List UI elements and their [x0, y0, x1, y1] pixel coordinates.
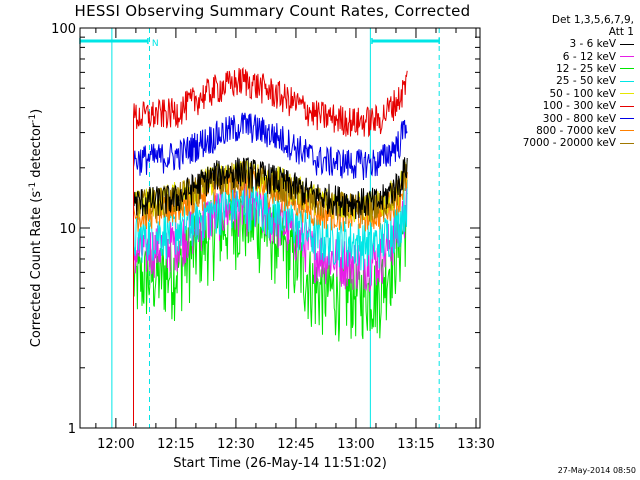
x-axis-label: Start Time (26-May-14 11:51:02): [173, 456, 387, 471]
generation-date: 27-May-2014 08:50: [557, 466, 636, 475]
legend-item-swatch: [620, 142, 634, 144]
series-line: [133, 66, 408, 426]
x-tick-label: 13:00: [337, 437, 374, 452]
legend-header-line-2: Att 1: [608, 26, 634, 38]
x-tick-label: 13:30: [457, 437, 494, 452]
legend-item-swatch: [620, 105, 634, 107]
legend-item-swatch: [620, 130, 634, 132]
y-axis-label: Corrected Count Rate (s-1 detector-1): [28, 109, 44, 347]
x-tick-label: 12:45: [277, 437, 314, 452]
flag-bar-label: N: [152, 39, 159, 49]
legend-item-swatch: [620, 80, 634, 82]
legend: Det 1,3,5,6,7,9, Att 1 3 - 6 keV 6 - 12 k…: [478, 14, 636, 150]
legend-item: 50 - 100 keV: [478, 88, 636, 100]
y-tick-label: 10: [59, 222, 76, 237]
legend-item-label: 800 - 7000 keV: [536, 124, 616, 137]
legend-item-swatch: [620, 93, 634, 95]
legend-item: 12 - 25 keV: [478, 63, 636, 75]
legend-item-label: 25 - 50 keV: [556, 75, 616, 88]
x-tick-label: 12:15: [157, 437, 194, 452]
x-tick-label: 12:00: [97, 437, 134, 452]
legend-item-swatch: [620, 43, 634, 45]
legend-item: 7000 - 20000 keV: [478, 137, 636, 149]
legend-item-label: 3 - 6 keV: [569, 38, 616, 51]
legend-item-label: 7000 - 20000 keV: [522, 137, 616, 150]
legend-item-swatch: [620, 56, 634, 58]
legend-item-label: 6 - 12 keV: [562, 50, 616, 63]
legend-item: 25 - 50 keV: [478, 75, 636, 87]
legend-item: 3 - 6 keV: [478, 38, 636, 50]
series-line: [133, 157, 408, 426]
x-tick-label: 12:30: [217, 437, 254, 452]
legend-item: 100 - 300 keV: [478, 100, 636, 112]
legend-item-label: 300 - 800 keV: [542, 112, 616, 125]
legend-item-label: 100 - 300 keV: [542, 100, 616, 113]
legend-header-line-1: Det 1,3,5,6,7,9,: [551, 14, 634, 26]
series-line: [133, 112, 408, 426]
legend-item-label: 50 - 100 keV: [549, 87, 616, 100]
x-tick-label: 13:15: [397, 437, 434, 452]
y-tick-label: 1: [68, 422, 76, 437]
legend-item-swatch: [620, 68, 634, 70]
series-line: [133, 179, 408, 426]
legend-item: 6 - 12 keV: [478, 50, 636, 63]
chart-title: HESSI Observing Summary Count Rates, Cor…: [74, 2, 471, 20]
legend-item: 800 - 7000 keV: [478, 125, 636, 137]
legend-item-label: 12 - 25 keV: [556, 62, 616, 75]
legend-item: 300 - 800 keV: [478, 112, 636, 125]
y-tick-label: 100: [51, 22, 76, 37]
legend-item-swatch: [620, 118, 634, 120]
